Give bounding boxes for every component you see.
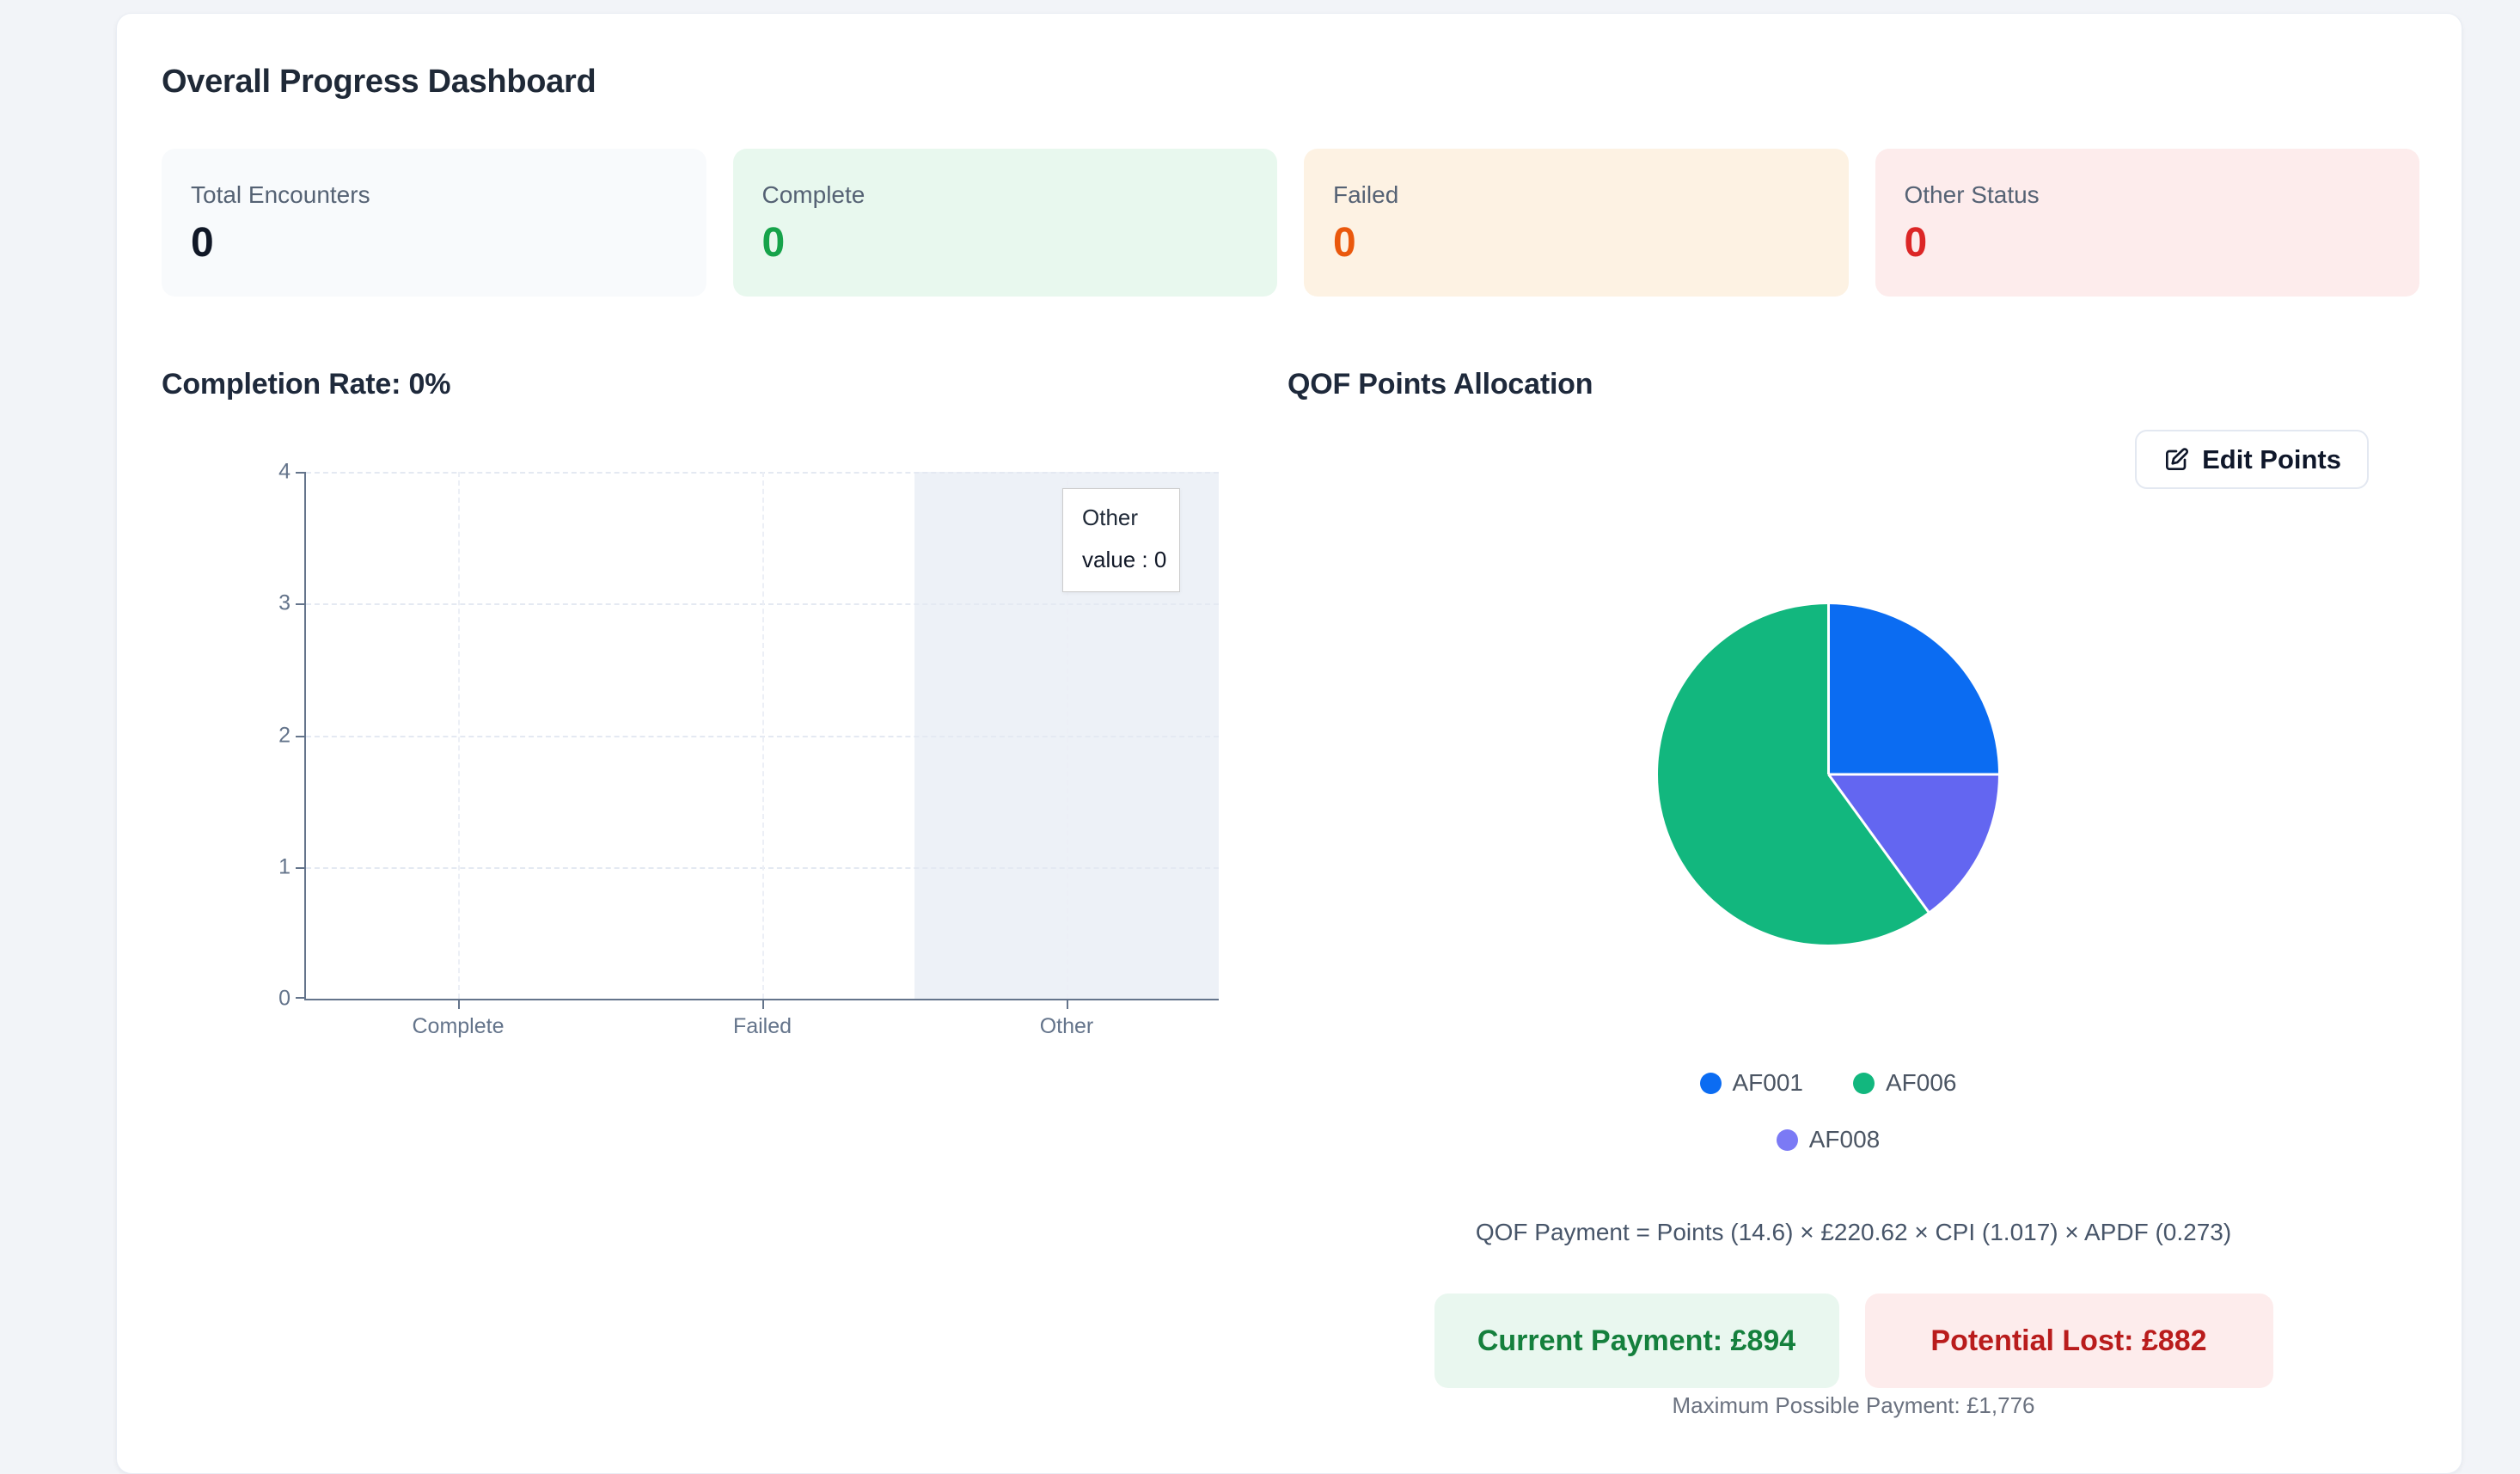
stat-label: Other Status xyxy=(1904,181,2040,208)
legend-dot-af006 xyxy=(1853,1072,1875,1094)
qof-points-title: QOF Points Allocation xyxy=(1288,368,1593,401)
tooltip-category: Other xyxy=(1082,505,1139,530)
legend-item-af006[interactable]: AF006 xyxy=(1853,1069,1957,1097)
pie-legend: AF001 AF006 AF008 xyxy=(1673,1069,1983,1153)
legend-dot-af008 xyxy=(1776,1128,1798,1151)
x-axis-tick xyxy=(458,1000,460,1009)
y-axis-label: 3 xyxy=(278,590,291,615)
y-axis-tick xyxy=(296,472,304,474)
stat-value: 0 xyxy=(1333,220,1356,266)
qof-payment-formula: QOF Payment = Points (14.6) × £220.62 × … xyxy=(1475,1219,2232,1245)
legend-item-af001[interactable]: AF001 xyxy=(1699,1069,1804,1097)
x-axis-label-failed: Failed xyxy=(732,1014,792,1038)
x-axis-label-complete: Complete xyxy=(412,1014,505,1038)
completion-rate-bar-chart[interactable]: 4 3 2 1 0 Complete Failed Other Other va… xyxy=(278,460,1219,1038)
payment-summary-row: Current Payment: £894 Potential Lost: £8… xyxy=(1288,1294,2419,1388)
stat-value: 0 xyxy=(762,220,786,266)
legend-label: AF008 xyxy=(1808,1126,1881,1153)
stat-value: 0 xyxy=(1904,220,1928,266)
gridline-vertical xyxy=(762,472,764,999)
stat-label: Failed xyxy=(1333,181,1399,208)
max-payment-text: Maximum Possible Payment: £1,776 xyxy=(1672,1392,2035,1418)
tooltip-value: value : 0 xyxy=(1082,547,1167,572)
y-axis-label: 2 xyxy=(278,723,291,747)
x-axis-tick xyxy=(762,1000,764,1009)
y-axis-label: 4 xyxy=(278,459,291,484)
y-axis-tick xyxy=(296,735,304,737)
stat-value: 0 xyxy=(191,220,214,266)
y-axis-label: 1 xyxy=(278,854,291,879)
x-axis-label-other: Other xyxy=(1039,1014,1094,1038)
x-axis-tick xyxy=(1066,1000,1068,1009)
stat-label: Complete xyxy=(762,181,865,208)
dashboard-card: Overall Progress Dashboard Total Encount… xyxy=(116,13,2462,1474)
y-axis-tick xyxy=(296,603,304,606)
legend-label: AF006 xyxy=(1886,1069,1957,1096)
potential-lost-box: Potential Lost: £882 xyxy=(1864,1294,2273,1388)
current-payment-box: Current Payment: £894 xyxy=(1434,1294,1839,1388)
chart-tooltip: Other value : 0 xyxy=(1062,488,1180,592)
stat-label: Total Encounters xyxy=(191,181,370,208)
y-axis-tick xyxy=(296,866,304,869)
stat-card-total-encounters: Total Encounters 0 xyxy=(162,149,706,297)
pie-slice-separator xyxy=(1828,773,1998,776)
page-title: Overall Progress Dashboard xyxy=(162,64,596,100)
pie-slice-separator xyxy=(1826,604,1830,774)
stat-card-complete: Complete 0 xyxy=(732,149,1277,297)
stat-card-other-status: Other Status 0 xyxy=(1875,149,2419,297)
edit-pencil-icon xyxy=(2166,447,2189,470)
legend-label: AF001 xyxy=(1732,1069,1804,1096)
completion-rate-title: Completion Rate: 0% xyxy=(162,368,451,401)
y-axis-label: 0 xyxy=(278,986,291,1011)
y-axis-tick xyxy=(296,997,304,999)
qof-pie-chart[interactable] xyxy=(1658,604,1998,945)
edit-points-label: Edit Points xyxy=(2202,443,2341,474)
legend-item-af008[interactable]: AF008 xyxy=(1776,1126,1881,1153)
gridline-vertical xyxy=(1066,472,1068,999)
gridline-vertical xyxy=(458,472,460,999)
pie-slice-separator xyxy=(1826,774,1930,914)
legend-dot-af001 xyxy=(1699,1072,1722,1094)
edit-points-button[interactable]: Edit Points xyxy=(2135,430,2369,489)
stat-card-failed: Failed 0 xyxy=(1304,149,1849,297)
stats-row: Total Encounters 0 Complete 0 Failed 0 O… xyxy=(162,149,2419,297)
